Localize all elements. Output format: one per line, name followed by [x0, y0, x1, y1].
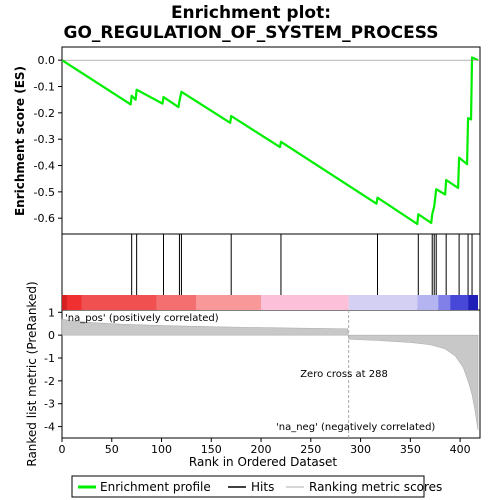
band-segment	[348, 295, 418, 310]
chart-title-line2: GO_REGULATION_OF_SYSTEM_PROCESS	[64, 23, 439, 43]
x-tick-label: 50	[105, 443, 119, 456]
legend-hits-label: Hits	[251, 480, 274, 494]
x-tick-label: 350	[400, 443, 421, 456]
es-tick-label: -0.3	[34, 133, 55, 146]
metric-tick-label: -3	[44, 398, 55, 411]
x-axis-label: Rank in Ordered Dataset	[189, 455, 337, 469]
es-tick-label: -0.2	[34, 107, 55, 120]
legend-metric-label: Ranking metric scores	[309, 480, 442, 494]
es-tick-label: -0.1	[34, 81, 55, 94]
metric-tick-label: 0	[48, 329, 55, 342]
zero-cross-label: Zero cross at 288	[300, 369, 388, 380]
x-tick-label: 200	[251, 443, 272, 456]
x-tick-label: 250	[300, 443, 321, 456]
es-tick-label: -0.4	[34, 160, 55, 173]
metric-y-axis-label: Ranked list metric (PreRanked)	[25, 281, 39, 466]
ranking-metric-area	[61, 310, 479, 438]
x-tick-label: 400	[450, 443, 471, 456]
x-tick-label: 150	[201, 443, 222, 456]
band-segment	[468, 295, 479, 310]
band-segment	[261, 295, 349, 310]
legend: Enrichment profile Hits Ranking metric s…	[71, 475, 442, 498]
metric-tick-label: 1	[48, 306, 55, 319]
axes: 0.0 -0.1 -0.2 -0.3 -0.4 -0.5 -0.6 1 0 -1 -2 -3 -4 0 50…	[34, 54, 471, 456]
band-segment	[450, 295, 469, 310]
metric-tick-label: -4	[44, 421, 55, 434]
color-band	[62, 295, 479, 310]
ranking-metric-series	[61, 318, 479, 431]
es-tick-label: 0.0	[38, 54, 56, 67]
hit-marks	[131, 234, 473, 295]
band-segment	[66, 295, 82, 310]
es-profile-line	[61, 56, 479, 226]
x-tick-label: 100	[151, 443, 172, 456]
legend-box	[71, 475, 425, 498]
legend-es-label: Enrichment profile	[100, 480, 211, 494]
x-tick-label: 0	[59, 443, 66, 456]
enrichment-profile	[61, 56, 480, 226]
band-segment	[196, 295, 262, 310]
es-tick-label: -0.5	[34, 186, 55, 199]
metric-tick-label: -1	[44, 352, 55, 365]
metric-tick-label: -2	[44, 375, 55, 388]
es-y-axis-label: Enrichment score (ES)	[13, 66, 27, 216]
es-tick-label: -0.6	[34, 212, 55, 225]
band-segment	[81, 295, 157, 310]
band-segment	[438, 295, 451, 310]
pos-correlated-label: 'na_pos' (positively correlated)	[65, 313, 219, 324]
neg-correlated-label: 'na_neg' (negatively correlated)	[276, 422, 435, 433]
band-segment	[417, 295, 439, 310]
band-segment	[62, 295, 67, 310]
chart-title-line1: Enrichment plot:	[171, 3, 331, 23]
x-tick-label: 300	[350, 443, 371, 456]
band-segment	[156, 295, 197, 310]
